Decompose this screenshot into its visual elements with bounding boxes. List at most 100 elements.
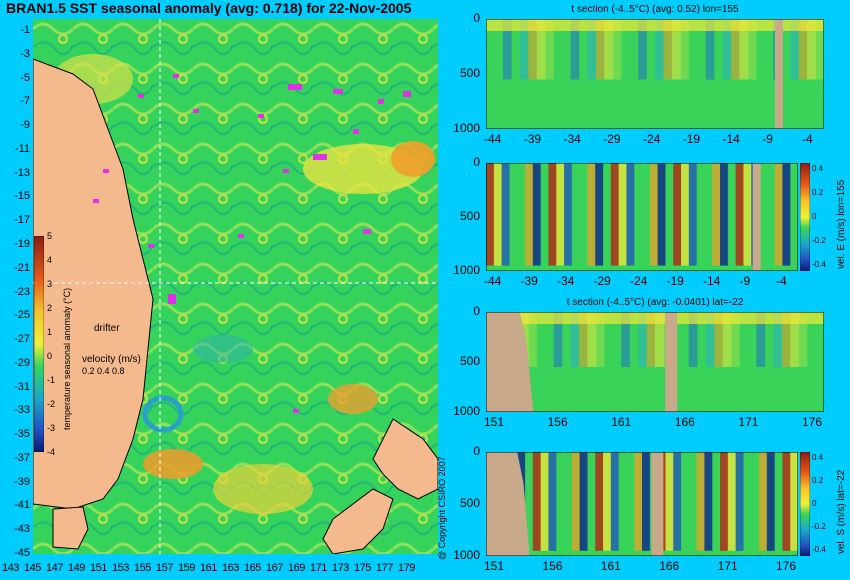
lat-tick-label: -35 — [14, 428, 30, 441]
drifter-label: drifter — [94, 323, 120, 334]
lon-tick-label: 163 — [222, 562, 239, 574]
lat-tick-label: -15 — [14, 190, 30, 203]
lon-tick-label: 143 — [2, 562, 19, 574]
velocity-colorbar-tick: -0.2 — [812, 236, 826, 245]
x-tick-label: 151 — [484, 415, 505, 429]
x-tick-label: 156 — [547, 415, 568, 429]
colorbar-tick-label: -4 — [47, 447, 56, 457]
colorbar-tick-label: 3 — [47, 279, 53, 289]
x-tick-label: -19 — [682, 132, 701, 146]
x-tick-label: -39 — [523, 132, 542, 146]
velocity-section — [486, 163, 798, 271]
lat-tick-label: -17 — [14, 214, 30, 227]
x-tick-label: -4 — [802, 132, 813, 146]
velocity-section — [486, 452, 798, 556]
lat-tick-label: -19 — [14, 237, 30, 250]
lat-tick-label: -25 — [14, 309, 30, 322]
colorbar-tick-label: -3 — [47, 423, 56, 433]
colorbar-label: temperature seasonal anomaly (°C) — [62, 287, 72, 430]
lat-tick-label: -31 — [14, 380, 30, 393]
velocity-colorbar — [800, 163, 810, 271]
lat-tick-label: -1 — [20, 24, 30, 36]
lat-tick-label: -3 — [20, 47, 30, 60]
lat-tick-label: -9 — [20, 119, 30, 132]
velocity-colorbar-tick: -0.4 — [812, 545, 826, 554]
lat-tick-label: -5 — [20, 71, 30, 84]
lon-tick-label: 177 — [376, 562, 393, 574]
temperature-section — [486, 19, 824, 129]
x-tick-label: 166 — [674, 415, 695, 429]
velocity-colorbar — [800, 452, 810, 556]
velocity-label: velocity (m/s) — [82, 354, 141, 365]
velocity-colorbar-tick: 0 — [812, 212, 817, 221]
depth-tick-label: 500 — [459, 354, 480, 368]
x-tick-label: -24 — [630, 274, 648, 288]
x-tick-label: -19 — [666, 274, 684, 288]
lon-tick-label: 151 — [90, 562, 107, 574]
lat-tick-label: -21 — [14, 261, 30, 274]
velocity-colorbar-tick: 0.4 — [812, 164, 824, 173]
depth-tick-label: 1000 — [453, 121, 480, 135]
lon-tick-label: 161 — [200, 562, 217, 574]
depth-tick-label: 0 — [473, 155, 480, 169]
velocity-side-label: vel. S (m/s) lat=-22 — [836, 469, 847, 554]
depth-tick-label: 1000 — [453, 404, 480, 418]
x-tick-label: -14 — [722, 132, 740, 146]
x-tick-label: 176 — [776, 559, 797, 573]
lat-tick-label: -7 — [20, 95, 30, 108]
temperature-section — [486, 312, 824, 412]
velocity-scale: 0.2 0.4 0.8 — [82, 366, 125, 376]
velocity-side-label: vel. E (m/s) lon=155 — [836, 179, 847, 269]
x-tick-label: -29 — [603, 132, 621, 146]
lon-tick-label: 165 — [244, 562, 261, 574]
x-tick-label: -34 — [557, 274, 575, 288]
lat-tick-label: -45 — [14, 547, 30, 559]
lon-tick-label: 175 — [354, 562, 371, 574]
x-tick-label: -24 — [643, 132, 661, 146]
x-tick-label: -39 — [520, 274, 538, 288]
panel-title: t section (-4..5°C) (avg: 0.52) lon=155 — [571, 4, 739, 15]
lon-tick-label: 157 — [156, 562, 173, 574]
colorbar-tick-label: 0 — [47, 351, 53, 361]
velocity-colorbar-tick: 0.2 — [812, 188, 824, 197]
colorbar-tick-label: 5 — [47, 231, 53, 241]
colorbar-tick-label: -2 — [47, 399, 56, 409]
x-tick-label: -9 — [739, 274, 751, 288]
velocity-colorbar-tick: 0.4 — [812, 453, 824, 462]
main-title: BRAN1.5 SST seasonal anomaly (avg: 0.718… — [6, 0, 412, 16]
lat-tick-label: -11 — [14, 142, 30, 155]
panel-title: t section (-4..5°C) (avg: -0.0401) lat=-… — [566, 297, 744, 308]
lat-tick-label: -29 — [14, 356, 30, 369]
depth-tick-label: 0 — [473, 11, 480, 25]
x-tick-label: -34 — [563, 132, 581, 146]
australia-land — [33, 58, 154, 510]
depth-tick-label: 500 — [459, 66, 480, 80]
lon-tick-label: 149 — [68, 562, 85, 574]
depth-tick-label: 500 — [459, 209, 480, 223]
x-tick-label: 151 — [484, 559, 505, 573]
x-tick-label: 161 — [611, 415, 632, 429]
colorbar-tick-label: 2 — [47, 303, 53, 313]
x-tick-label: -44 — [484, 132, 502, 146]
velocity-colorbar-tick: 0 — [812, 499, 817, 508]
lon-tick-label: 153 — [112, 562, 129, 574]
x-tick-label: 166 — [659, 559, 680, 573]
drifter-markers — [93, 74, 411, 413]
depth-tick-label: 0 — [473, 444, 480, 458]
lat-tick-label: -23 — [14, 285, 30, 298]
depth-tick-label: 1000 — [453, 548, 480, 562]
x-tick-label: -14 — [703, 274, 721, 288]
x-tick-label: 171 — [717, 559, 738, 573]
lon-tick-label: 167 — [266, 562, 283, 574]
velocity-colorbar-tick: -0.4 — [812, 260, 826, 269]
x-tick-label: 156 — [542, 559, 563, 573]
lon-tick-label: 179 — [398, 562, 415, 574]
velocity-colorbar-tick: -0.2 — [812, 522, 826, 531]
lat-tick-label: -33 — [14, 404, 30, 417]
depth-tick-label: 1000 — [453, 263, 480, 277]
lon-tick-label: 173 — [332, 562, 349, 574]
map-colorbar — [34, 236, 44, 452]
x-tick-label: -29 — [593, 274, 611, 288]
lon-tick-label: 169 — [288, 562, 305, 574]
x-tick-label: 176 — [802, 415, 823, 429]
